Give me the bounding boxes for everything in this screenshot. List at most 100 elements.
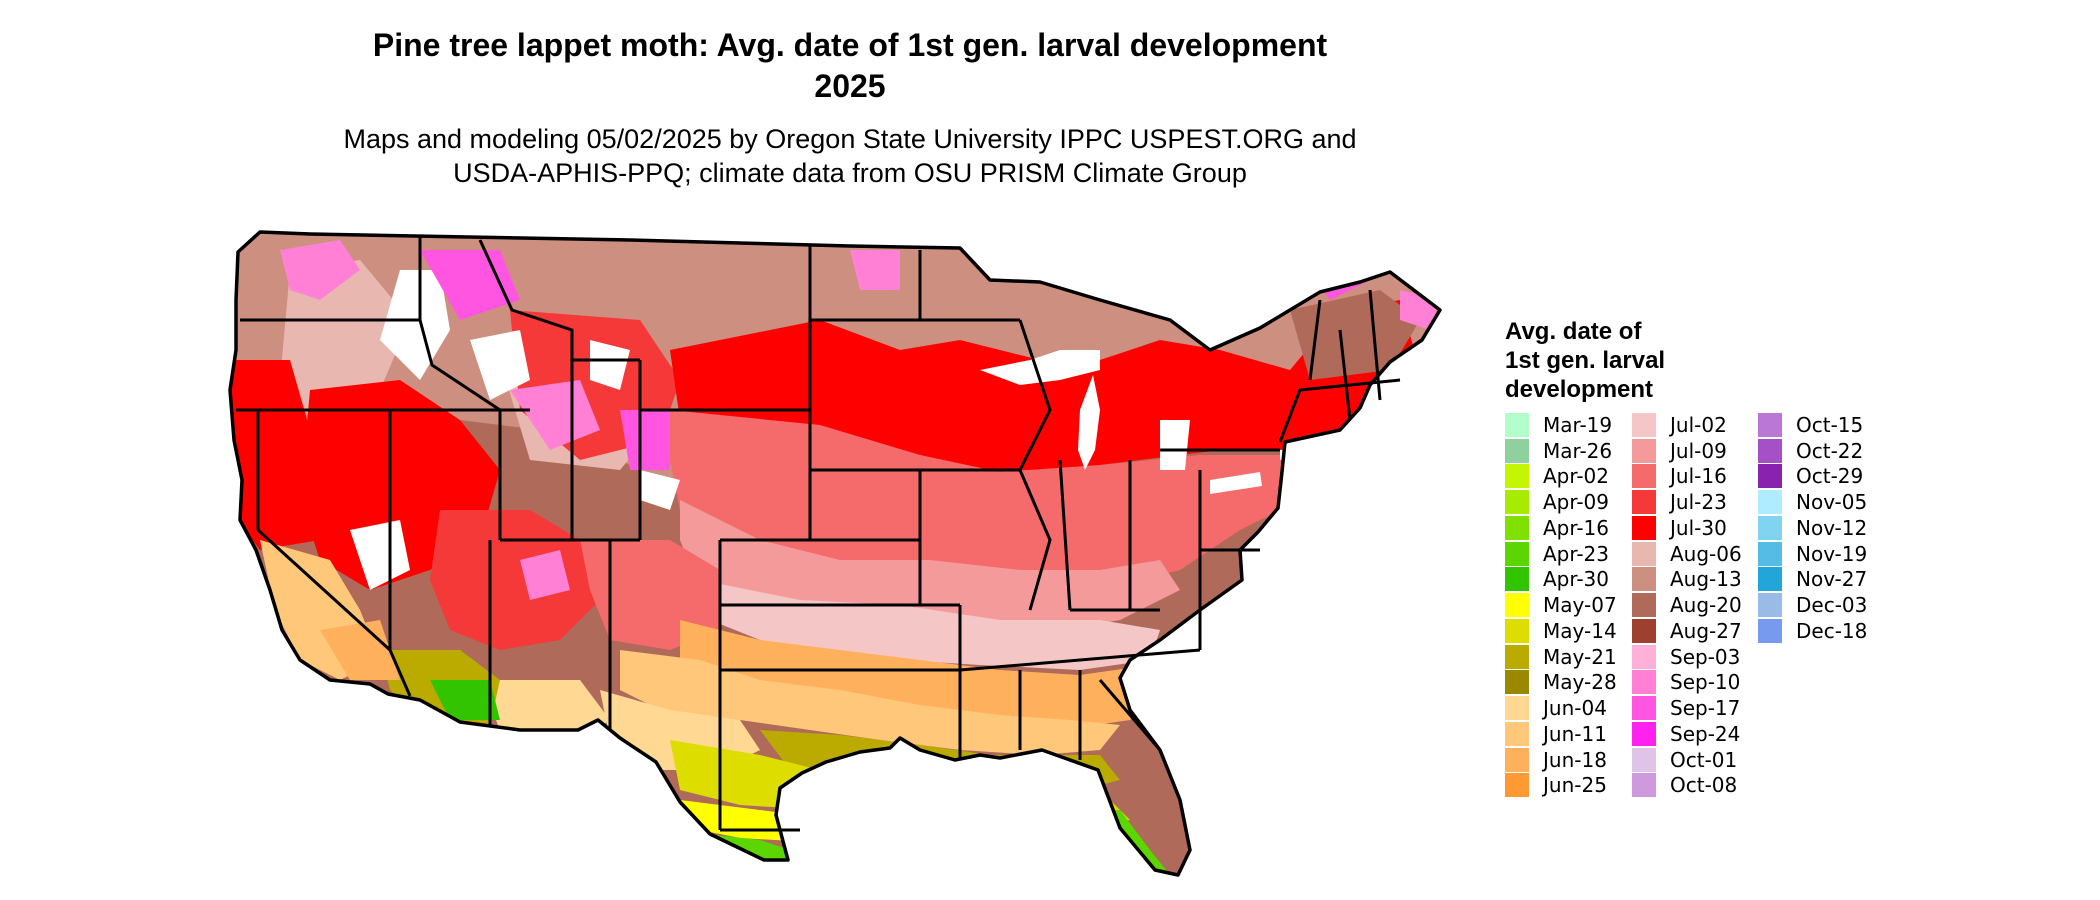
legend-item: Apr-09 bbox=[1505, 489, 1617, 515]
legend-swatch bbox=[1505, 773, 1529, 798]
legend-swatch bbox=[1505, 412, 1529, 437]
legend-swatch bbox=[1758, 438, 1782, 463]
legend-label: May-14 bbox=[1543, 618, 1617, 643]
legend-swatch bbox=[1632, 541, 1656, 566]
legend-label: Dec-18 bbox=[1796, 618, 1868, 643]
legend-item: Apr-16 bbox=[1505, 515, 1617, 541]
legend-label: May-28 bbox=[1543, 670, 1617, 695]
legend-swatch bbox=[1758, 464, 1782, 489]
legend-swatch bbox=[1632, 464, 1656, 489]
legend-item: Jul-02 bbox=[1632, 412, 1742, 438]
legend-item: Oct-22 bbox=[1758, 438, 1867, 464]
legend-label: Apr-23 bbox=[1543, 541, 1609, 566]
legend-label: May-21 bbox=[1543, 644, 1617, 669]
legend-label: Jun-25 bbox=[1543, 773, 1607, 798]
legend-item: Apr-02 bbox=[1505, 464, 1617, 490]
legend-label: Mar-26 bbox=[1543, 438, 1613, 463]
legend-swatch bbox=[1632, 696, 1656, 721]
us-degree-day-map bbox=[228, 230, 1442, 877]
legend-item: May-28 bbox=[1505, 670, 1617, 696]
legend-label: Jun-18 bbox=[1543, 747, 1607, 772]
legend-item: Apr-30 bbox=[1505, 567, 1617, 593]
legend-item: Aug-13 bbox=[1632, 567, 1742, 593]
legend-item: Apr-23 bbox=[1505, 541, 1617, 567]
legend-item: Nov-12 bbox=[1758, 515, 1867, 541]
legend-label: Nov-05 bbox=[1796, 490, 1868, 515]
legend-swatch bbox=[1632, 593, 1656, 618]
legend-item: Oct-01 bbox=[1632, 747, 1742, 773]
legend-label: Apr-02 bbox=[1543, 464, 1609, 489]
legend-item: Aug-20 bbox=[1632, 592, 1742, 618]
legend-swatch bbox=[1505, 721, 1529, 746]
legend-label: Apr-09 bbox=[1543, 490, 1609, 515]
legend-swatch bbox=[1632, 773, 1656, 798]
legend-item: Jun-25 bbox=[1505, 773, 1617, 799]
legend-item: Oct-15 bbox=[1758, 412, 1867, 438]
legend-label: Jul-30 bbox=[1670, 515, 1727, 540]
legend-item: Oct-29 bbox=[1758, 464, 1867, 490]
legend-label: Sep-03 bbox=[1670, 644, 1741, 669]
legend-swatch bbox=[1505, 644, 1529, 669]
map-title: Pine tree lappet moth: Avg. date of 1st … bbox=[372, 27, 1328, 63]
legend-swatch bbox=[1505, 541, 1529, 566]
legend-swatch bbox=[1632, 747, 1656, 772]
legend-label: Aug-06 bbox=[1670, 541, 1742, 566]
legend-swatch bbox=[1505, 696, 1529, 721]
legend-title-line: Avg. date of bbox=[1505, 318, 1642, 345]
legend-swatch bbox=[1505, 618, 1529, 643]
legend-item: Jul-09 bbox=[1632, 438, 1742, 464]
legend-label: Nov-27 bbox=[1796, 567, 1868, 592]
legend-item: Nov-27 bbox=[1758, 567, 1867, 593]
legend-swatch bbox=[1758, 567, 1782, 592]
legend-item: Dec-18 bbox=[1758, 618, 1867, 644]
legend-swatch bbox=[1632, 412, 1656, 437]
legend-swatch bbox=[1632, 721, 1656, 746]
legend-swatch bbox=[1758, 593, 1782, 618]
legend-swatch bbox=[1632, 618, 1656, 643]
legend-swatch bbox=[1758, 412, 1782, 437]
legend-item: Jun-11 bbox=[1505, 721, 1617, 747]
legend-swatch bbox=[1758, 515, 1782, 540]
legend-swatch bbox=[1505, 670, 1529, 695]
legend-label: Mar-19 bbox=[1543, 412, 1613, 437]
legend-label: Nov-19 bbox=[1796, 541, 1868, 566]
legend-label: Jul-09 bbox=[1670, 438, 1727, 463]
legend-swatch bbox=[1632, 644, 1656, 669]
legend-item: May-21 bbox=[1505, 644, 1617, 670]
legend-swatch bbox=[1505, 515, 1529, 540]
legend-column-2: Jul-02 Jul-09 Jul-16 Jul-23 Jul-30 Aug-06 Aug-… bbox=[1632, 412, 1742, 798]
legend-label: Aug-20 bbox=[1670, 593, 1742, 618]
legend-title: Avg. date of 1st gen. larval development bbox=[1505, 317, 1745, 404]
legend-label: Jun-04 bbox=[1543, 696, 1607, 721]
legend-label: Oct-15 bbox=[1796, 412, 1864, 437]
legend-swatch bbox=[1505, 490, 1529, 515]
legend-swatch bbox=[1632, 670, 1656, 695]
legend-item: Sep-03 bbox=[1632, 644, 1742, 670]
legend-swatch bbox=[1758, 490, 1782, 515]
legend-item: Oct-08 bbox=[1632, 773, 1742, 799]
legend-item: Jul-23 bbox=[1632, 489, 1742, 515]
legend-item: Aug-27 bbox=[1632, 618, 1742, 644]
legend-item: Sep-24 bbox=[1632, 721, 1742, 747]
legend-swatch bbox=[1505, 438, 1529, 463]
legend-label: Jul-23 bbox=[1670, 490, 1727, 515]
legend-title-line: development bbox=[1505, 376, 1654, 403]
legend-label: Sep-17 bbox=[1670, 696, 1741, 721]
legend-item: May-14 bbox=[1505, 618, 1617, 644]
legend-item: Sep-10 bbox=[1632, 670, 1742, 696]
legend-label: Aug-13 bbox=[1670, 567, 1742, 592]
legend-item: Mar-19 bbox=[1505, 412, 1617, 438]
map-subtitle-line1: Maps and modeling 05/02/2025 by Oregon S… bbox=[343, 124, 1357, 154]
map-subtitle-line2: USDA-APHIS-PPQ; climate data from OSU PR… bbox=[453, 158, 1247, 188]
legend-label: Oct-01 bbox=[1670, 747, 1738, 772]
legend-swatch bbox=[1758, 541, 1782, 566]
legend-label: Jul-02 bbox=[1670, 412, 1727, 437]
legend-column-3: Oct-15 Oct-22 Oct-29 Nov-05 Nov-12 Nov-19 Nov-… bbox=[1758, 412, 1867, 644]
legend-label: Oct-29 bbox=[1796, 464, 1864, 489]
legend-item: Sep-17 bbox=[1632, 695, 1742, 721]
legend-item: Dec-03 bbox=[1758, 592, 1867, 618]
legend-item: Nov-19 bbox=[1758, 541, 1867, 567]
legend-label: Jun-11 bbox=[1543, 721, 1607, 746]
legend-label: Jul-16 bbox=[1670, 464, 1727, 489]
map-title-year: 2025 bbox=[814, 68, 886, 104]
